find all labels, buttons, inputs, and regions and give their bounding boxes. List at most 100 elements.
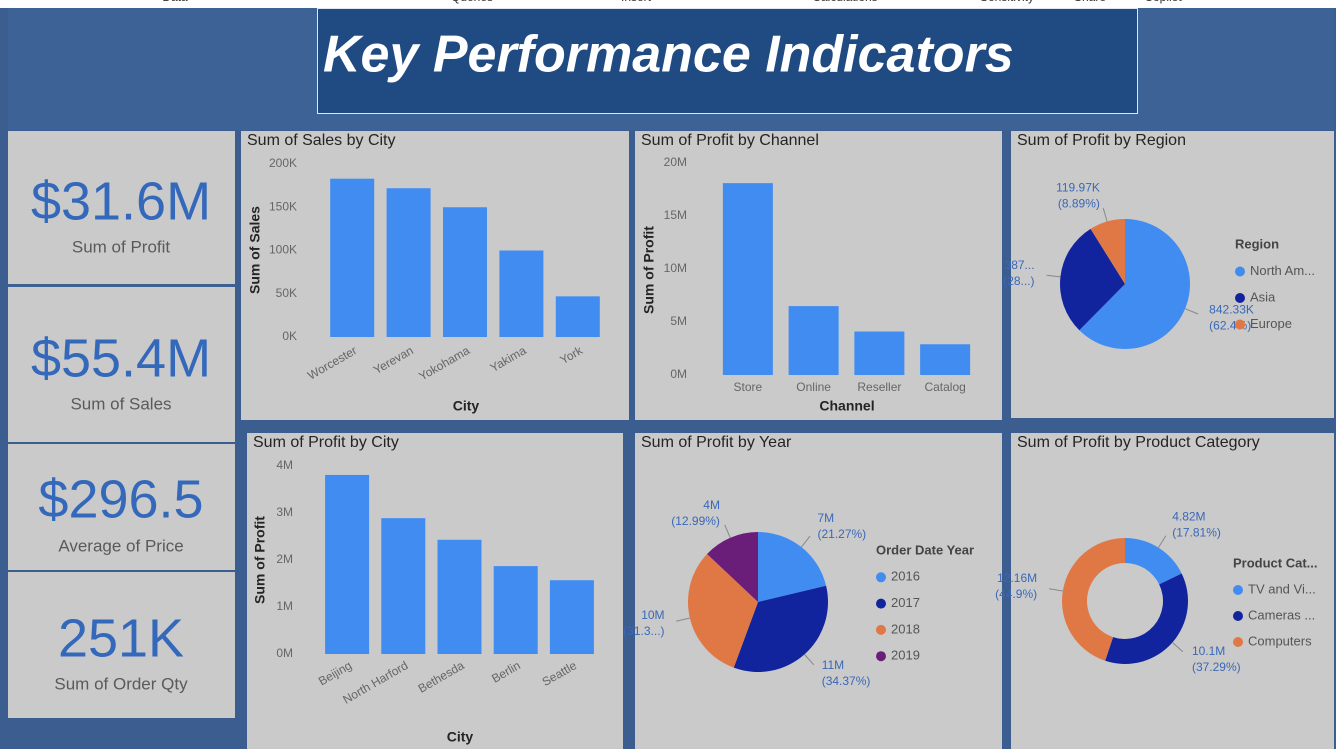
slice <box>1105 573 1188 665</box>
y-tick-label: 10M <box>664 261 687 275</box>
y-tick-label: 3M <box>276 505 293 519</box>
legend-title: Region <box>1235 236 1279 251</box>
bar <box>854 331 905 375</box>
leader-line <box>804 654 815 666</box>
percent-label: (44.9%) <box>995 587 1037 601</box>
slice <box>707 532 758 602</box>
legend-marker <box>1233 585 1243 595</box>
x-tick-label: Reseller <box>857 380 901 394</box>
legend-marker <box>1233 637 1243 647</box>
leader-line <box>1184 308 1199 315</box>
y-tick-label: 20M <box>664 155 687 169</box>
legend-label: Europe <box>1250 316 1292 331</box>
percent-label: (17.81%) <box>1172 526 1221 540</box>
legend-label: North Am... <box>1250 263 1315 278</box>
kpi-card <box>8 287 235 442</box>
legend-label: Computers <box>1248 633 1312 648</box>
title-box <box>317 8 1138 114</box>
chart-title: Sum of Profit by City <box>253 434 399 451</box>
bar <box>437 539 482 654</box>
legend-marker <box>1235 266 1245 277</box>
percent-label: (37.29%) <box>1192 660 1241 674</box>
bar <box>325 474 370 654</box>
legend-label: 2018 <box>891 621 920 636</box>
data-label: 4.82M <box>1172 510 1205 524</box>
legend-marker <box>1235 293 1245 303</box>
x-axis-label: Channel <box>819 398 874 414</box>
kpi-value: $31.6M <box>31 171 211 231</box>
slice <box>1079 219 1190 349</box>
legend-marker <box>1235 319 1245 330</box>
legend-label: 2019 <box>891 648 920 663</box>
slice <box>1090 219 1125 284</box>
data-label: 12.16M <box>997 571 1037 585</box>
percent-label: (21.27%) <box>817 527 866 541</box>
slice <box>1060 228 1125 331</box>
legend-marker <box>876 651 886 662</box>
y-tick-label: 50K <box>276 286 297 300</box>
legend-marker <box>1233 611 1243 621</box>
data-label: 387... <box>1005 258 1035 272</box>
kpi-value: $296.5 <box>38 469 203 529</box>
y-tick-label: 1M <box>276 599 293 613</box>
x-axis-label: City <box>447 729 474 745</box>
data-label: 4M <box>703 498 720 512</box>
leader-line <box>800 535 811 548</box>
percent-label: (12.99%) <box>671 514 720 528</box>
bar <box>722 183 773 375</box>
kpi-label: Average of Price <box>58 536 183 555</box>
menu-bar <box>0 0 1336 8</box>
kpi-card <box>8 572 235 718</box>
kpi-value: $55.4M <box>31 328 211 388</box>
menu-item[interactable]: Copilot <box>1144 0 1182 4</box>
kpi-label: Sum of Profit <box>72 237 171 256</box>
chart-title: Sum of Profit by Channel <box>641 132 819 149</box>
slice <box>1125 538 1182 585</box>
menu-item[interactable]: Queries <box>451 0 493 4</box>
kpi-card <box>8 444 235 570</box>
legend-label: Asia <box>1250 289 1276 304</box>
legend-label: Cameras ... <box>1248 607 1315 622</box>
kpi-card <box>8 131 235 284</box>
legend-label: TV and Vi... <box>1248 581 1316 596</box>
bar <box>386 188 431 337</box>
y-tick-label: 0K <box>282 329 297 343</box>
chart-title: Sum of Profit by Product Category <box>1017 434 1260 451</box>
y-tick-label: 15M <box>664 208 687 222</box>
leader-line <box>1048 588 1063 592</box>
data-label: 11M <box>822 658 844 672</box>
bar <box>499 250 544 337</box>
legend-title: Order Date Year <box>876 542 974 557</box>
page-title: Key Performance Indicators <box>323 26 1014 84</box>
bar <box>788 306 839 375</box>
menu-item[interactable]: Share <box>1074 0 1106 4</box>
legend-marker <box>876 598 886 609</box>
leader-line <box>1046 274 1061 278</box>
y-tick-label: 200K <box>269 156 297 170</box>
bar <box>549 580 594 654</box>
data-label: 7M <box>817 511 834 525</box>
bar <box>330 178 375 337</box>
chart-title: Sum of Profit by Region <box>1017 132 1186 149</box>
menu-item[interactable]: Insert <box>621 0 652 4</box>
percent-label: (28...) <box>1003 274 1034 288</box>
data-label: 842.33K <box>1209 303 1254 317</box>
slice <box>687 554 758 668</box>
chart-title: Sum of Profit by Year <box>641 434 792 451</box>
percent-label: (8.89%) <box>1058 197 1100 211</box>
menu-item[interactable]: Sensitivity <box>980 0 1034 4</box>
percent-label: (34.37%) <box>822 674 871 688</box>
kpi-value: 251K <box>58 608 184 668</box>
y-axis-label: Sum of Sales <box>247 206 263 294</box>
x-tick-label: Store <box>734 380 763 394</box>
legend-marker <box>876 572 886 583</box>
kpi-label: Sum of Sales <box>70 394 171 413</box>
y-tick-label: 2M <box>276 552 293 566</box>
menu-item[interactable]: Data <box>162 0 188 4</box>
y-tick-label: 150K <box>269 199 297 213</box>
x-tick-label: Catalog <box>924 380 965 394</box>
leader-line <box>1157 535 1167 548</box>
menu-item[interactable]: Calculations <box>812 0 877 4</box>
